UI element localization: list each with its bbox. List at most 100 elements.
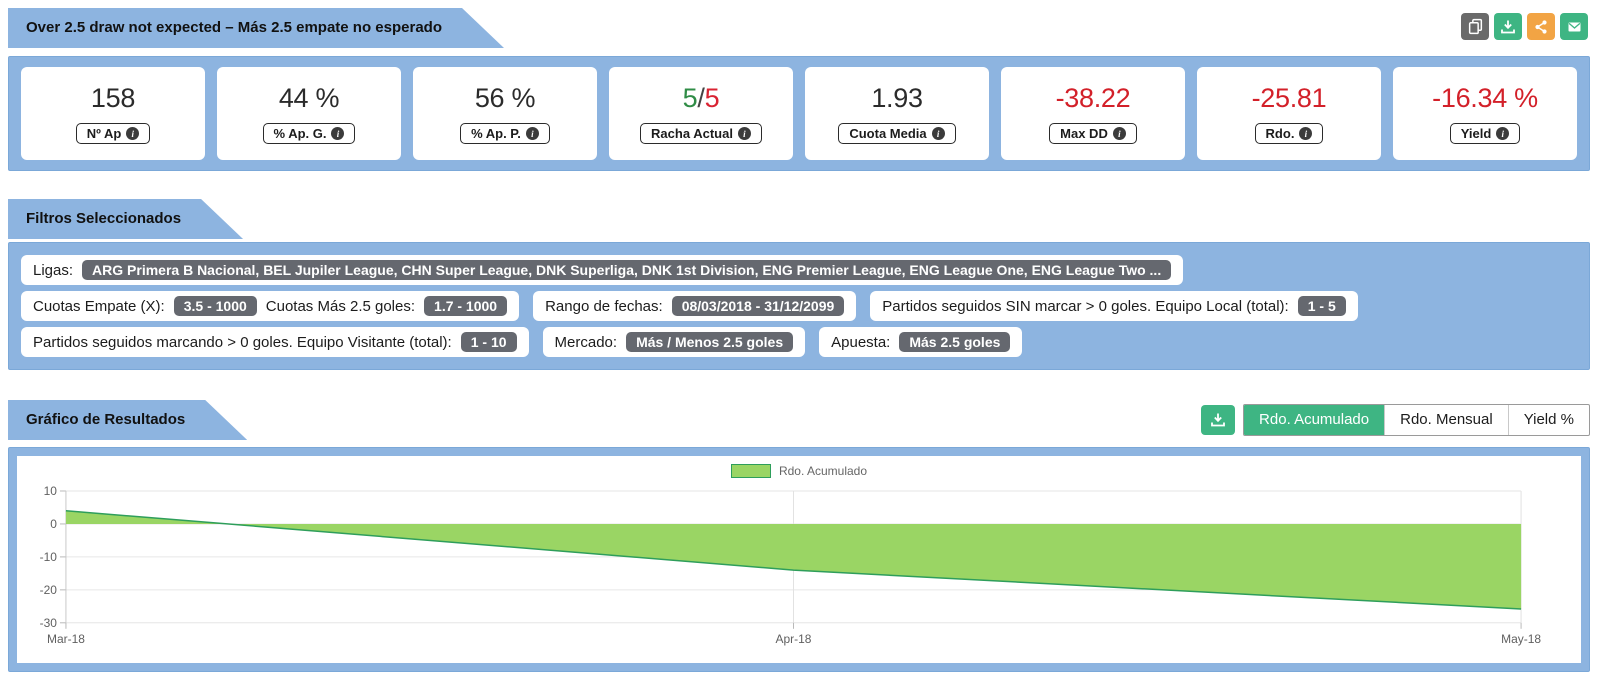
chart-title: Gráfico de Resultados [26, 411, 186, 428]
stat-label-button[interactable]: % Ap. G. i [262, 123, 356, 144]
filter-value-badge: ARG Primera B Nacional, BEL Jupiler Leag… [82, 260, 1172, 280]
filter-row: Partidos seguidos marcando > 0 goles. Eq… [21, 327, 1577, 357]
info-icon: i [1112, 127, 1126, 140]
filter-value-badge: 1 - 10 [460, 332, 517, 352]
stat-value: 5/5 [682, 83, 720, 113]
chart-box: Rdo. Acumulado 10 0 -10 -20 -30 Mar-18 Apr-18 M… [17, 456, 1581, 663]
info-icon: i [931, 127, 945, 140]
filter-label: Rango de fechas: [545, 297, 663, 315]
filter-value-badge: 08/03/2018 - 31/12/2099 [671, 296, 845, 316]
filter-label: Apuesta: [831, 333, 891, 351]
stat-label-button[interactable]: Yield i [1449, 123, 1521, 144]
info-icon: i [1299, 127, 1313, 140]
info-icon: i [1496, 127, 1510, 140]
filter-label: Cuotas Más 2.5 goles: [265, 297, 416, 315]
filter-chip: Ligas: ARG Primera B Nacional, BEL Jupile… [21, 255, 1184, 285]
filters-panel: Ligas: ARG Primera B Nacional, BEL Jupile… [8, 242, 1590, 370]
stat-value: 44 % [278, 83, 340, 113]
stat-card: 5/5 Racha Actual i [609, 67, 793, 160]
filter-chip: Rango de fechas: 08/03/2018 - 31/12/2099 [533, 291, 857, 321]
stat-label-button[interactable]: Racha Actual i [640, 123, 762, 144]
stat-value: -38.22 [1055, 83, 1131, 113]
chart-panel: Rdo. Acumulado 10 0 -10 -20 -30 Mar-18 Apr-18 M… [8, 447, 1590, 672]
stat-label-button[interactable]: Nº Ap i [75, 123, 151, 144]
tab-rdo-mensual[interactable]: Rdo. Mensual [1384, 405, 1508, 435]
x-axis-tick-label: May-18 [1501, 632, 1541, 646]
stat-label-button[interactable]: Max DD i [1049, 123, 1137, 144]
stat-label-button[interactable]: % Ap. P. i [460, 123, 550, 144]
stat-label-button[interactable]: Cuota Media i [838, 123, 956, 144]
stat-card: 56 % % Ap. P. i [413, 67, 597, 160]
filter-value-badge: 1.7 - 1000 [424, 296, 508, 316]
stat-label-button[interactable]: Rdo. i [1254, 123, 1324, 144]
filters-header: Filtros Seleccionados [8, 199, 1590, 239]
header-action-buttons [1461, 13, 1588, 40]
y-axis-tick-label: 0 [50, 517, 57, 531]
stat-label-text: Rdo. [1265, 126, 1295, 141]
filter-label: Cuotas Empate (X): [33, 297, 165, 315]
stat-value: 56 % [474, 83, 536, 113]
filter-row: Cuotas Empate (X): 3.5 - 1000 Cuotas Más 2… [21, 291, 1577, 321]
copy-icon [1468, 18, 1482, 35]
legend-swatch [730, 464, 771, 478]
share-button[interactable] [1527, 13, 1555, 40]
filter-value-badge: Más 2.5 goles [899, 332, 1011, 352]
stat-label-text: % Ap. G. [273, 126, 327, 141]
x-axis-tick-label: Apr-18 [776, 632, 812, 646]
filter-label: Ligas: [33, 261, 74, 279]
info-icon: i [525, 127, 539, 140]
info-icon: i [737, 127, 751, 140]
filter-chip: Mercado: Más / Menos 2.5 goles [542, 327, 806, 357]
stat-label-text: Yield [1460, 126, 1492, 141]
stat-card: -38.22 Max DD i [1001, 67, 1185, 160]
copy-button[interactable] [1461, 13, 1489, 40]
filter-chip: Cuotas Empate (X): 3.5 - 1000 Cuotas Más 2… [21, 291, 520, 321]
filter-value-badge: Más / Menos 2.5 goles [626, 332, 794, 352]
email-button[interactable] [1560, 13, 1588, 40]
filter-label: Partidos seguidos SIN marcar > 0 goles. … [882, 297, 1289, 315]
stat-label-text: Nº Ap [86, 126, 122, 141]
info-icon: i [126, 127, 140, 140]
stat-card: -25.81 Rdo. i [1197, 67, 1381, 160]
area-series-fill [65, 510, 1522, 610]
filter-chip: Apuesta: Más 2.5 goles [819, 327, 1023, 357]
stat-card: 158 Nº Ap i [21, 67, 205, 160]
results-area-chart: 10 0 -10 -20 -30 Mar-18 Apr-18 May-18 [40, 484, 1542, 646]
stat-value: 1.93 [871, 83, 923, 113]
filter-value-badge: 1 - 5 [1297, 296, 1346, 316]
stat-label-text: Racha Actual [651, 126, 733, 141]
stat-card: 44 % % Ap. G. i [217, 67, 401, 160]
tab-yield[interactable]: Yield % [1507, 405, 1589, 435]
y-axis-tick-label: -10 [40, 550, 58, 564]
y-axis-tick-label: -30 [40, 616, 58, 630]
stat-value: -25.81 [1251, 83, 1327, 113]
stat-label-text: % Ap. P. [471, 126, 521, 141]
chart-tabs: Rdo. Acumulado Rdo. Mensual Yield % [1243, 404, 1590, 436]
strategy-header: Over 2.5 draw not expected – Más 2.5 emp… [8, 8, 1590, 48]
download-icon [1211, 413, 1225, 427]
chart-header: Gráfico de Resultados Rdo. Acumulado Rdo.… [8, 400, 1590, 440]
stat-card: -16.34 % Yield i [1393, 67, 1577, 160]
y-axis-tick-label: 10 [44, 484, 58, 498]
strategy-title-banner: Over 2.5 draw not expected – Más 2.5 emp… [8, 8, 504, 48]
download-button[interactable] [1494, 13, 1522, 40]
stat-label-text: Max DD [1060, 126, 1108, 141]
stat-value: -16.34 % [1432, 83, 1538, 113]
y-axis-tick-label: -20 [40, 583, 58, 597]
filter-chip: Partidos seguidos SIN marcar > 0 goles. … [870, 291, 1358, 321]
info-icon: i [331, 127, 345, 140]
tab-rdo-acumulado[interactable]: Rdo. Acumulado [1244, 405, 1385, 435]
chart-title-banner: Gráfico de Resultados [8, 400, 247, 440]
stats-panel: 158 Nº Ap i 44 % % Ap. G. i 56 % % Ap. P. i 5/5 Ra… [8, 56, 1590, 171]
share-icon [1535, 19, 1547, 34]
download-icon [1501, 20, 1515, 33]
filter-label: Mercado: [554, 333, 618, 351]
email-icon [1568, 22, 1580, 31]
legend-label: Rdo. Acumulado [778, 464, 868, 478]
stat-value: 158 [90, 83, 136, 113]
area-series-line [65, 510, 1522, 610]
filter-chip: Partidos seguidos marcando > 0 goles. Eq… [21, 327, 529, 357]
chart-legend[interactable]: Rdo. Acumulado [17, 464, 1581, 478]
chart-download-button[interactable] [1201, 405, 1236, 435]
filter-label: Partidos seguidos marcando > 0 goles. Eq… [33, 333, 452, 351]
